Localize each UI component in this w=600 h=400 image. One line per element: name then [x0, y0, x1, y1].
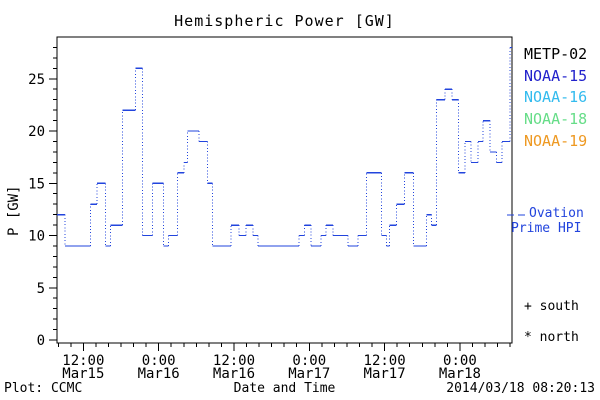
- x-tick-date-label: Mar17: [288, 366, 330, 382]
- legend-item-noaa-15: NOAA-15: [524, 66, 588, 85]
- north-marker-label: * north: [524, 330, 579, 345]
- plus-marker-icon: +: [524, 299, 532, 314]
- hpi-step-line-verticals: [64, 47, 511, 246]
- x-tick-time-label: 12:00: [213, 353, 255, 369]
- plot-border: [56, 36, 513, 344]
- x-tick-date-label: Mar16: [138, 366, 180, 382]
- x-axis-ticks: 12:00Mar150:00Mar1612:00Mar160:00Mar1712…: [57, 343, 511, 382]
- plot-timestamp: 2014/03/18 08:20:13: [446, 381, 595, 396]
- asterisk-marker-icon: *: [524, 330, 532, 345]
- x-tick-time-label: 0:00: [443, 353, 477, 369]
- y-tick-label: 5: [37, 281, 45, 297]
- y-tick-label: 20: [28, 124, 45, 140]
- x-tick-date-label: Mar17: [364, 366, 406, 382]
- x-tick-date-label: Mar18: [439, 366, 481, 382]
- y-axis-ticks: 0 5 10 15 20 25: [28, 46, 57, 349]
- ovation-legend-line1: Ovation: [529, 206, 584, 221]
- south-marker-label: + south: [524, 299, 579, 314]
- x-tick-time-label: 12:00: [364, 353, 406, 369]
- legend-item-noaa-16: NOAA-16: [524, 88, 588, 107]
- x-tick-date-label: Mar16: [213, 366, 255, 382]
- y-tick-label: 25: [28, 72, 45, 88]
- plot-credit: Plot: CCMC: [4, 381, 83, 396]
- x-tick-time-label: 0:00: [142, 353, 176, 369]
- y-tick-label: 15: [28, 176, 45, 192]
- south-label: south: [539, 299, 579, 314]
- x-tick-time-label: 0:00: [292, 353, 326, 369]
- ovation-prime-hpi-legend: Ovation Prime HPI: [509, 206, 584, 236]
- satellite-legend: METP-02 NOAA-15 NOAA-16 NOAA-18 NOAA-19: [524, 44, 587, 152]
- hpi-step-line-horizontals: [57, 46, 512, 247]
- ovation-legend-line2: Prime HPI: [511, 221, 582, 236]
- chart-title: Hemispheric Power [GW]: [174, 12, 395, 30]
- legend-item-metp-02: METP-02: [524, 45, 588, 63]
- x-tick-time-label: 12:00: [62, 353, 104, 369]
- north-label: north: [539, 330, 579, 345]
- x-tick-date-label: Mar15: [62, 366, 104, 382]
- legend-item-noaa-18: NOAA-18: [524, 110, 588, 129]
- y-tick-label: 10: [28, 229, 45, 245]
- y-tick-label: 0: [37, 333, 45, 349]
- x-axis-label: Date and Time: [233, 381, 336, 396]
- legend-item-noaa-19: NOAA-19: [524, 131, 588, 150]
